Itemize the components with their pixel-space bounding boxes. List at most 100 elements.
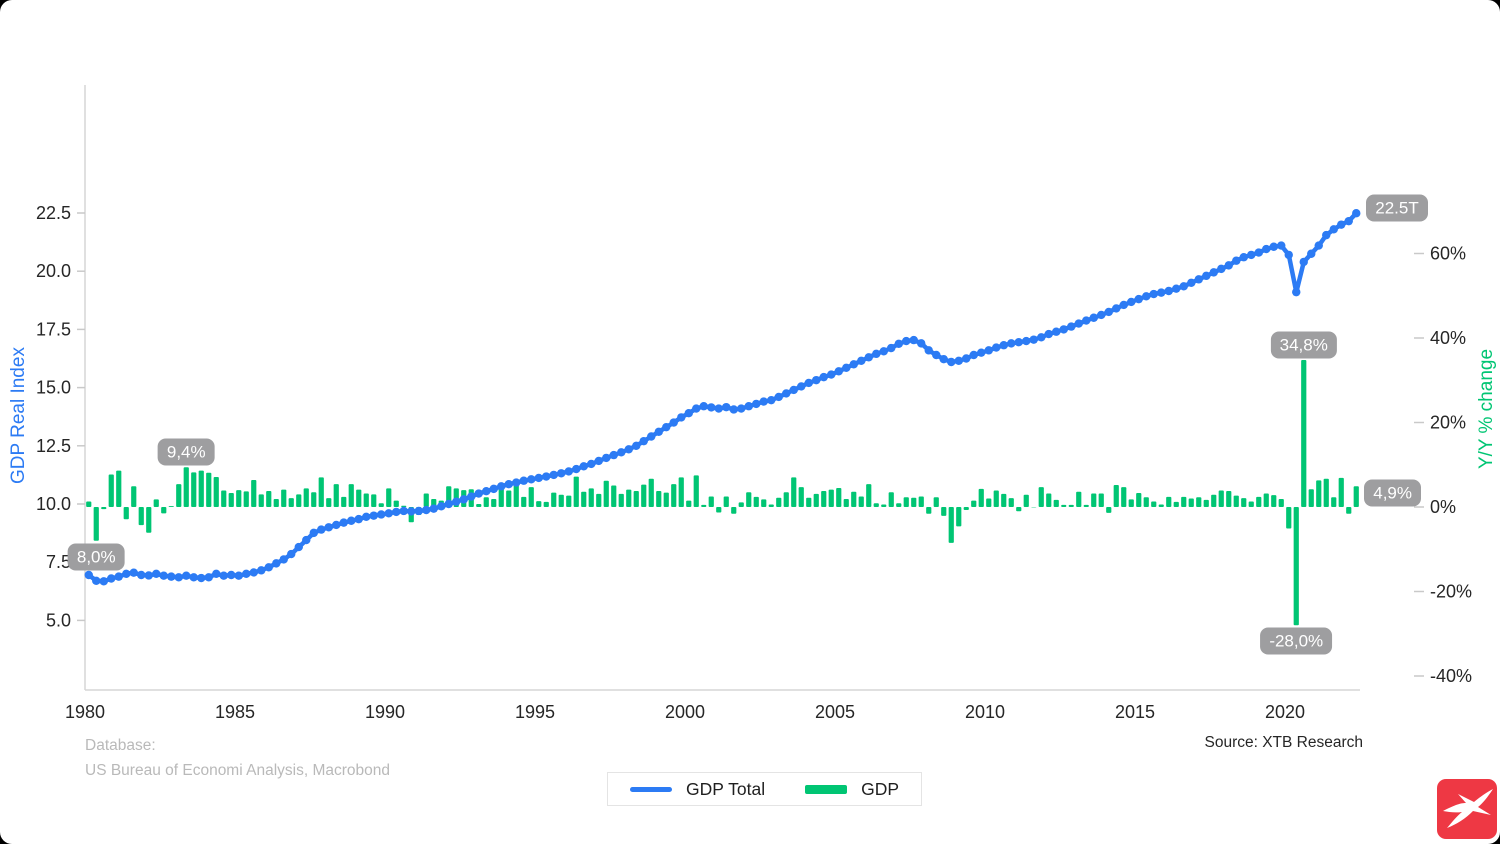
gdp-total-point [1314, 241, 1323, 250]
gdp-total-point [752, 399, 761, 409]
gdp-total-point [1127, 297, 1136, 307]
gdp-total-point [279, 555, 288, 564]
gdp-growth-bar [273, 498, 279, 507]
gdp-total-point [302, 535, 311, 545]
right-axis-tick-label: 60% [1430, 244, 1466, 264]
gdp-growth-bar [1188, 498, 1194, 507]
gdp-growth-bar [926, 507, 932, 514]
gdp-total-point [1097, 310, 1106, 320]
gdp-growth-bar [326, 498, 332, 507]
gdp-total-point [317, 525, 326, 534]
gdp-growth-bar [1323, 478, 1329, 507]
gdp-total-point [1217, 264, 1226, 274]
gdp-growth-bar [543, 501, 549, 507]
gdp-total-point [782, 389, 791, 398]
gdp-growth-bar [1083, 504, 1089, 507]
gdp-total-point [654, 427, 663, 437]
gdp-total-point [729, 405, 738, 414]
gdp-growth-bar [1301, 359, 1307, 507]
gdp-total-point [392, 507, 401, 517]
gdp-growth-bar [1308, 489, 1314, 507]
gdp-total-point [137, 570, 146, 580]
gdp-total-point [677, 413, 686, 422]
left-axis-tick-label: 7.5 [46, 552, 71, 572]
gdp-total-point [414, 506, 423, 516]
gdp-growth-bar [663, 492, 669, 507]
gdp-total-point [1059, 325, 1068, 334]
gdp-total-point [1172, 284, 1181, 293]
gdp-total-point [1254, 248, 1263, 257]
gdp-total-point [737, 404, 746, 413]
x-axis-tick-label: 2020 [1265, 702, 1305, 722]
gdp-growth-bar [626, 489, 632, 507]
gdp-total-point [422, 505, 431, 515]
gdp-growth-bar [1068, 504, 1074, 507]
gdp-total-point [354, 514, 363, 524]
gdp-growth-bar [648, 478, 654, 507]
gdp-growth-bar [731, 507, 737, 514]
gdp-total-point [932, 350, 941, 360]
gdp-total-point [564, 467, 573, 476]
gdp-growth-bar [476, 504, 482, 507]
gdp-total-point [377, 510, 386, 519]
x-axis-tick-label: 1990 [365, 702, 405, 722]
gdp-total-point [362, 512, 371, 522]
gdp-growth-bar [708, 496, 714, 507]
gdp-growth-bar [948, 507, 954, 543]
gdp-total-point [774, 392, 783, 402]
gdp-total-point [909, 335, 918, 345]
gdp-total-point [489, 484, 498, 494]
gdp-total-point [122, 569, 131, 579]
gdp-growth-bar [108, 474, 114, 507]
gdp-growth-bar [198, 470, 204, 507]
gdp-growth-bar [1218, 490, 1224, 507]
gdp-growth-bar [206, 472, 212, 507]
gdp-total-point [1247, 250, 1256, 260]
gdp-total-point [977, 348, 986, 357]
left-axis-tick-label: 12.5 [36, 436, 71, 456]
gdp-growth-bar [701, 504, 707, 507]
gdp-total-point [1142, 292, 1151, 301]
gdp-total-point [1164, 286, 1173, 296]
gdp-growth-bar [716, 507, 722, 513]
gdp-growth-bar [183, 467, 189, 507]
gdp-total-point [474, 489, 483, 498]
gdp-growth-bar [911, 497, 917, 507]
right-axis-tick-label: 40% [1430, 328, 1466, 348]
gdp-growth-bar [423, 493, 429, 507]
gdp-growth-bar [836, 487, 842, 507]
gdp-growth-bar [956, 507, 962, 527]
x-axis-tick-label: 2010 [965, 702, 1005, 722]
gdp-total-point [497, 482, 506, 491]
gdp-total-point [1022, 336, 1031, 346]
gdp-growth-bar [153, 499, 159, 507]
gdp-growth-bar [393, 500, 399, 507]
gdp-growth-bar [228, 493, 234, 507]
gdp-growth-bar [131, 486, 137, 507]
gdp-growth-bar [881, 504, 887, 507]
gdp-growth-bar [378, 503, 384, 507]
gdp-growth-bar [858, 496, 864, 507]
gdp-total-point [287, 549, 296, 559]
gdp-growth-bar [581, 491, 587, 507]
gdp-growth-bar [236, 490, 242, 507]
footer-database-label: Database: [85, 737, 156, 754]
gdp-total-point [129, 568, 138, 577]
gdp-total-point [114, 572, 123, 581]
gdp-total-point [429, 504, 438, 513]
gdp-total-point [954, 356, 963, 366]
gdp-total-point [662, 422, 671, 432]
gdp-growth-bar [176, 484, 182, 507]
gdp-total-point [1239, 253, 1248, 262]
gdp-total-point [879, 347, 888, 356]
legend-label-gdp: GDP [861, 778, 900, 799]
right-axis-tick-label: 0% [1430, 497, 1456, 517]
gdp-growth-bar [513, 483, 519, 507]
gdp-total-point [924, 346, 933, 355]
gdp-total-point [587, 459, 596, 469]
gdp-total-point [992, 343, 1001, 352]
gdp-growth-bar [1128, 499, 1134, 507]
gdp-total-point [722, 402, 731, 412]
gdp-growth-bar [93, 507, 99, 541]
gdp-growth-bar [1233, 495, 1239, 507]
